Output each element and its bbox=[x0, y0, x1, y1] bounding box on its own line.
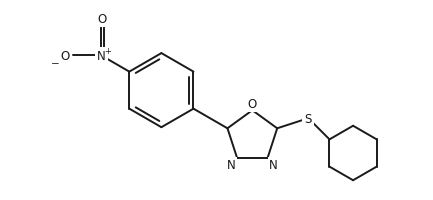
Text: −: − bbox=[51, 59, 60, 69]
Text: O: O bbox=[248, 98, 257, 111]
Text: +: + bbox=[104, 47, 111, 56]
Text: O: O bbox=[61, 50, 70, 62]
Text: S: S bbox=[304, 112, 312, 125]
Text: N: N bbox=[97, 50, 105, 62]
Text: N: N bbox=[269, 158, 278, 171]
Text: O: O bbox=[97, 13, 107, 26]
Text: N: N bbox=[226, 158, 235, 171]
